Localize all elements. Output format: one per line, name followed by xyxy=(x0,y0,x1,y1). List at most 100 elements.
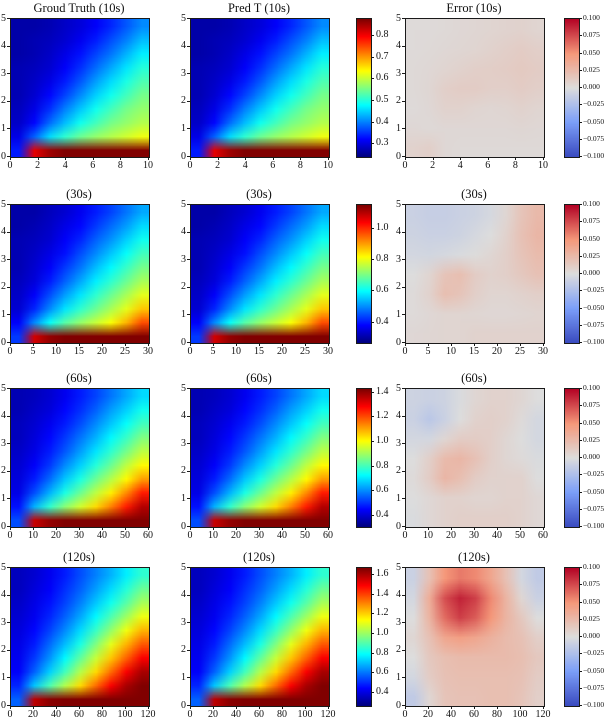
error-colorbar-120s xyxy=(564,567,580,707)
t-colorbar-tick-label: 0.6 xyxy=(376,484,389,496)
t-colorbar-tick-mark xyxy=(371,440,374,442)
error-colorbar-30s xyxy=(564,204,580,344)
y-tick-label: 1 xyxy=(1,671,6,683)
t-colorbar-tick-mark xyxy=(371,465,374,467)
x-tick-label: 0 xyxy=(402,346,408,357)
error-colorbar-tick-label: −0.100 xyxy=(583,337,605,346)
error-colorbar-tick-label: 0.000 xyxy=(583,452,600,461)
y-tick-label: 2 xyxy=(181,95,186,107)
y-tick-label: 2 xyxy=(181,465,186,477)
y-tick-mark xyxy=(7,526,10,527)
x-tick-label: 30 xyxy=(538,346,548,357)
error-colorbar-tick-mark xyxy=(579,567,582,568)
x-tick-label: 120 xyxy=(140,709,156,720)
y-tick-label: 4 xyxy=(396,410,401,422)
x-tick-mark xyxy=(37,157,39,160)
y-tick-label: 3 xyxy=(396,616,401,628)
y-tick-label: 1 xyxy=(396,308,401,320)
y-tick-label: 1 xyxy=(1,308,6,320)
error-colorbar-tick-mark xyxy=(579,388,582,389)
x-tick-mark xyxy=(236,527,237,530)
t-colorbar-tick-mark xyxy=(371,391,374,393)
x-tick-mark xyxy=(282,706,283,709)
x-tick-mark xyxy=(543,527,544,530)
x-tick-label: 30 xyxy=(143,346,153,357)
panel-title-pred-30s: (30s) xyxy=(246,187,272,201)
panel-title-gt-10s: Groud Truth (10s) xyxy=(33,1,125,15)
x-tick-label: 30 xyxy=(254,530,264,541)
heatmap-pred-60s xyxy=(190,388,330,528)
y-tick-mark xyxy=(187,314,190,316)
error-colorbar-tick-label: −0.100 xyxy=(583,151,605,160)
error-colorbar-tick-mark xyxy=(579,636,582,637)
error-colorbar-tick-mark xyxy=(579,342,582,343)
y-tick-label: 5 xyxy=(396,382,401,394)
t-colorbar-tick-label: 1.0 xyxy=(376,221,389,233)
t-colorbar-tick-mark xyxy=(371,633,374,635)
x-tick-mark xyxy=(236,343,237,346)
x-tick-label: 10 xyxy=(446,346,456,357)
error-colorbar-tick-label: −0.075 xyxy=(583,133,605,143)
y-tick-mark xyxy=(187,594,190,596)
x-tick-label: 20 xyxy=(492,346,502,357)
t-colorbar-tick-mark xyxy=(371,573,374,575)
t-colorbar-tick-label: 1.4 xyxy=(376,587,389,599)
error-colorbar-tick-mark xyxy=(579,87,582,88)
x-tick-label: 6 xyxy=(485,160,491,171)
x-tick-mark xyxy=(10,527,11,530)
x-tick-label: 15 xyxy=(74,346,84,357)
t-colorbar-tick-label: 0.6 xyxy=(376,284,389,296)
error-colorbar-tick-mark xyxy=(579,204,582,205)
heatmap-error-120s xyxy=(405,567,545,707)
y-tick-label: 1 xyxy=(181,671,186,683)
error-colorbar-tick-mark xyxy=(579,138,582,140)
x-tick-label: 8 xyxy=(512,160,518,171)
y-tick-label: 1 xyxy=(181,492,186,504)
x-tick-label: 40 xyxy=(51,709,61,720)
x-tick-mark xyxy=(56,706,57,709)
error-colorbar-tick-label: −0.025 xyxy=(583,99,605,109)
error-colorbar-tick-mark xyxy=(579,156,582,157)
x-tick-label: 2 xyxy=(430,160,436,171)
t-colorbar-tick-mark xyxy=(371,56,374,58)
x-tick-mark xyxy=(79,706,80,709)
y-tick-mark xyxy=(7,314,10,316)
error-colorbar-tick-mark xyxy=(579,238,582,240)
x-tick-label: 25 xyxy=(300,346,310,357)
error-colorbar-tick-mark xyxy=(579,687,582,689)
x-tick-label: 0 xyxy=(187,709,193,720)
x-tick-mark xyxy=(474,527,475,530)
y-tick-mark xyxy=(402,470,405,472)
x-tick-mark xyxy=(148,157,149,160)
t-colorbar-tick-mark xyxy=(371,121,374,123)
t-colorbar-tick-label: 1.0 xyxy=(376,627,389,639)
t-colorbar-tick-mark xyxy=(371,35,374,37)
t-colorbar-tick-mark xyxy=(371,672,374,674)
heatmap-pred-30s xyxy=(190,204,330,344)
y-tick-label: 3 xyxy=(1,67,6,79)
y-tick-mark xyxy=(7,594,10,596)
panel-title-pred-60s: (60s) xyxy=(246,371,272,385)
x-tick-mark xyxy=(65,157,67,160)
y-tick-mark xyxy=(402,622,405,624)
error-colorbar-tick-mark xyxy=(579,255,582,257)
y-tick-label: 1 xyxy=(396,122,401,134)
y-tick-mark xyxy=(402,705,405,706)
y-tick-label: 3 xyxy=(1,253,6,265)
x-tick-mark xyxy=(428,527,429,530)
y-tick-mark xyxy=(7,342,10,343)
y-tick-mark xyxy=(187,470,190,472)
y-tick-mark xyxy=(7,622,10,624)
x-tick-mark xyxy=(33,343,34,346)
t-colorbar-tick-label: 0.7 xyxy=(376,50,389,62)
y-tick-mark xyxy=(7,470,10,472)
error-colorbar-tick-label: −0.050 xyxy=(583,116,605,126)
x-tick-mark xyxy=(497,343,498,346)
t-colorbar-tick-mark xyxy=(371,290,374,292)
x-tick-label: 10 xyxy=(323,160,333,171)
y-tick-label: 1 xyxy=(396,671,401,683)
y-tick-mark xyxy=(402,594,405,596)
x-tick-mark xyxy=(300,157,302,160)
x-tick-label: 4 xyxy=(457,160,463,171)
x-tick-mark xyxy=(56,527,57,530)
